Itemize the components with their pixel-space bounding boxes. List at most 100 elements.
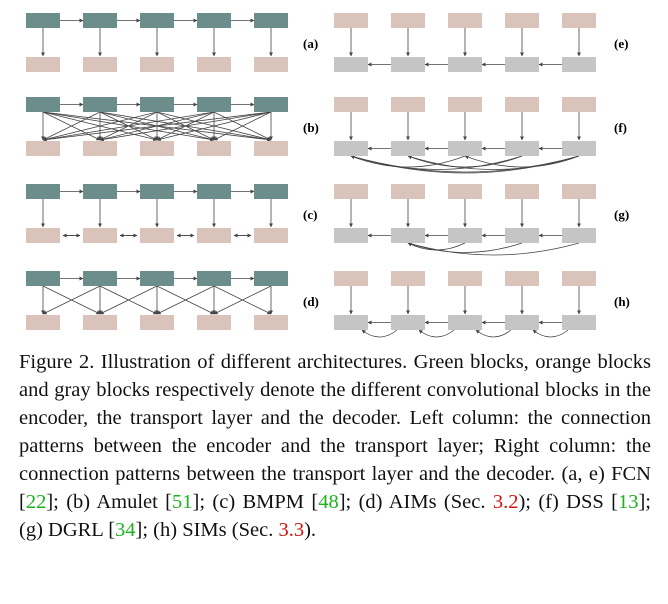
dense-link xyxy=(99,111,272,142)
decoder-block xyxy=(505,315,539,330)
decoder-block xyxy=(391,57,425,72)
local-arc xyxy=(418,329,455,338)
transport-block xyxy=(391,97,425,112)
transport-block xyxy=(26,57,60,72)
encoder-block xyxy=(254,97,288,112)
transport-block xyxy=(26,141,60,156)
transport-block xyxy=(391,271,425,286)
decoder-block xyxy=(448,141,482,156)
encoder-block xyxy=(140,271,174,286)
panel-e: (e) xyxy=(334,13,628,72)
decoder-block xyxy=(448,57,482,72)
transport-block xyxy=(334,184,368,199)
encoder-block xyxy=(254,13,288,28)
dense-link xyxy=(156,111,272,142)
transport-block xyxy=(140,315,174,330)
transport-block xyxy=(448,13,482,28)
dense-link xyxy=(42,111,158,142)
transport-block xyxy=(562,184,596,199)
transport-block xyxy=(505,13,539,28)
transport-block xyxy=(562,271,596,286)
transport-block xyxy=(254,141,288,156)
transport-block xyxy=(140,57,174,72)
transport-block xyxy=(334,271,368,286)
encoder-block xyxy=(197,97,231,112)
transport-block xyxy=(83,57,117,72)
panels-layer: (a) (b) (c) (d) (e) (f) (g) (h) xyxy=(26,13,630,338)
dense-link xyxy=(42,111,101,141)
decoder-block xyxy=(334,141,368,156)
transport-block xyxy=(505,97,539,112)
panel-label: (g) xyxy=(614,207,629,222)
transport-block xyxy=(83,315,117,330)
transport-block xyxy=(26,228,60,243)
transport-block xyxy=(83,228,117,243)
global-arc xyxy=(407,242,466,251)
encoder-block xyxy=(197,184,231,199)
encoder-block xyxy=(254,271,288,286)
encoder-block xyxy=(83,184,117,199)
transport-block xyxy=(254,57,288,72)
encoder-block xyxy=(140,184,174,199)
section-ref-aims[interactable]: 3.2 xyxy=(492,491,519,513)
panel-label: (f) xyxy=(614,120,627,135)
citation-dss[interactable]: 13 xyxy=(617,491,639,513)
decoder-block xyxy=(391,228,425,243)
caption-intro: Figure 2. Illustration of different arch… xyxy=(19,351,651,513)
panel-a: (a) xyxy=(26,13,318,72)
transport-block xyxy=(505,271,539,286)
transport-block xyxy=(505,184,539,199)
encoder-block xyxy=(26,184,60,199)
caption-text: ]; (c) BMPM [ xyxy=(192,491,319,513)
transport-block xyxy=(197,228,231,243)
decoder-block xyxy=(562,315,596,330)
citation-amulet[interactable]: 51 xyxy=(172,491,193,513)
encoder-block xyxy=(254,184,288,199)
encoder-block xyxy=(26,271,60,286)
dense-link xyxy=(213,111,272,141)
decoder-block xyxy=(505,228,539,243)
skip-arc xyxy=(350,155,466,168)
decoder-block xyxy=(334,228,368,243)
skip-arc xyxy=(350,155,580,174)
transport-block xyxy=(140,228,174,243)
figure-caption: Figure 2. Illustration of different arch… xyxy=(19,348,651,544)
dense-link xyxy=(42,111,272,142)
citation-fcn[interactable]: 22 xyxy=(25,491,47,513)
encoder-block xyxy=(197,13,231,28)
neighbor-link xyxy=(42,285,101,315)
transport-block xyxy=(140,141,174,156)
citation-dgrl[interactable]: 34 xyxy=(115,519,136,541)
local-arc xyxy=(532,329,569,338)
caption-text: ]; (g) DGRL [ xyxy=(19,491,651,541)
transport-block xyxy=(254,315,288,330)
decoder-block xyxy=(562,228,596,243)
decoder-block xyxy=(505,141,539,156)
caption-text: ]; (b) Amulet [ xyxy=(46,491,173,513)
decoder-block xyxy=(391,315,425,330)
citation-bmpm[interactable]: 48 xyxy=(318,491,339,513)
transport-block xyxy=(197,57,231,72)
encoder-block xyxy=(140,13,174,28)
transport-block xyxy=(83,141,117,156)
panel-label: (c) xyxy=(303,207,317,222)
caption-text: ]; (d) AIMs (Sec. xyxy=(338,491,493,513)
transport-block xyxy=(254,228,288,243)
transport-block xyxy=(448,184,482,199)
encoder-block xyxy=(83,271,117,286)
decoder-block xyxy=(562,57,596,72)
decoder-block xyxy=(448,315,482,330)
transport-block xyxy=(197,141,231,156)
transport-block xyxy=(562,97,596,112)
transport-block xyxy=(562,13,596,28)
panel-f: (f) xyxy=(334,97,627,174)
global-arc xyxy=(407,242,523,253)
section-ref-sims[interactable]: 3.3 xyxy=(278,519,305,541)
skip-arc xyxy=(464,155,580,168)
encoder-block xyxy=(26,97,60,112)
encoder-block xyxy=(83,97,117,112)
neighbor-link xyxy=(156,285,215,315)
encoder-block xyxy=(83,13,117,28)
decoder-block xyxy=(448,228,482,243)
skip-arc xyxy=(407,155,523,168)
